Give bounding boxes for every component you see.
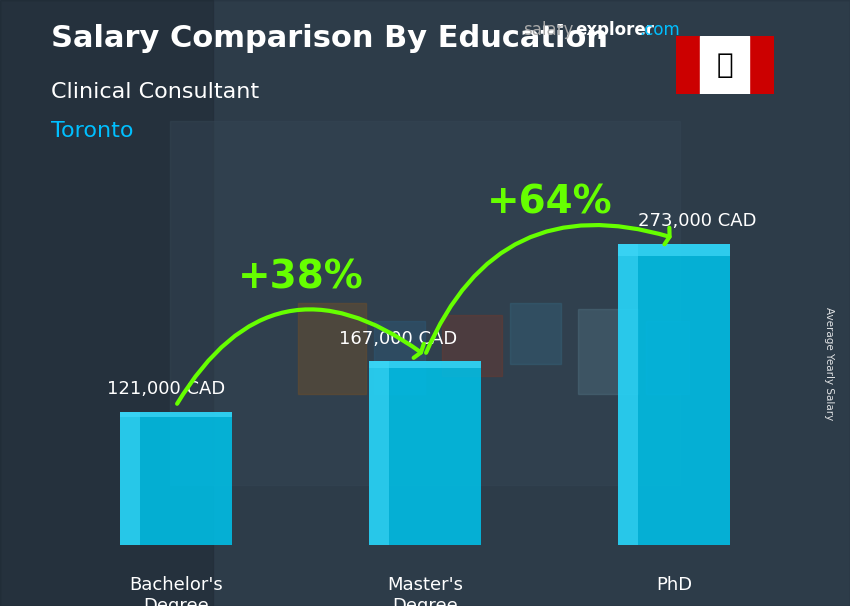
Bar xyxy=(369,361,389,545)
Text: Bachelor's
Degree: Bachelor's Degree xyxy=(129,576,223,606)
Bar xyxy=(374,321,425,394)
Text: salary: salary xyxy=(523,21,573,39)
Bar xyxy=(170,121,680,485)
Bar xyxy=(676,36,700,94)
Bar xyxy=(442,315,501,376)
Text: 167,000 CAD: 167,000 CAD xyxy=(339,330,457,348)
Bar xyxy=(298,303,366,394)
Text: 121,000 CAD: 121,000 CAD xyxy=(107,381,225,398)
Bar xyxy=(618,244,638,545)
Bar xyxy=(120,411,139,545)
Bar xyxy=(369,361,481,368)
Bar xyxy=(510,303,561,364)
Text: Clinical Consultant: Clinical Consultant xyxy=(51,82,259,102)
Text: .com: .com xyxy=(639,21,680,39)
Text: explorer: explorer xyxy=(575,21,654,39)
Text: +38%: +38% xyxy=(237,259,363,297)
Bar xyxy=(0,0,212,606)
Bar xyxy=(618,244,730,256)
Text: 273,000 CAD: 273,000 CAD xyxy=(638,213,756,230)
Bar xyxy=(700,36,749,94)
Text: Master's
Degree: Master's Degree xyxy=(387,576,463,606)
Text: 🍁: 🍁 xyxy=(717,51,733,79)
Bar xyxy=(749,36,774,94)
Bar xyxy=(618,244,730,545)
Text: Average Yearly Salary: Average Yearly Salary xyxy=(824,307,834,420)
Text: PhD: PhD xyxy=(656,576,693,594)
Text: Toronto: Toronto xyxy=(51,121,133,141)
Bar xyxy=(646,321,688,394)
Text: Salary Comparison By Education: Salary Comparison By Education xyxy=(51,24,608,53)
Bar xyxy=(120,411,232,417)
Bar xyxy=(578,309,638,394)
Bar xyxy=(369,361,481,545)
Bar xyxy=(120,411,232,545)
Text: +64%: +64% xyxy=(487,184,613,222)
